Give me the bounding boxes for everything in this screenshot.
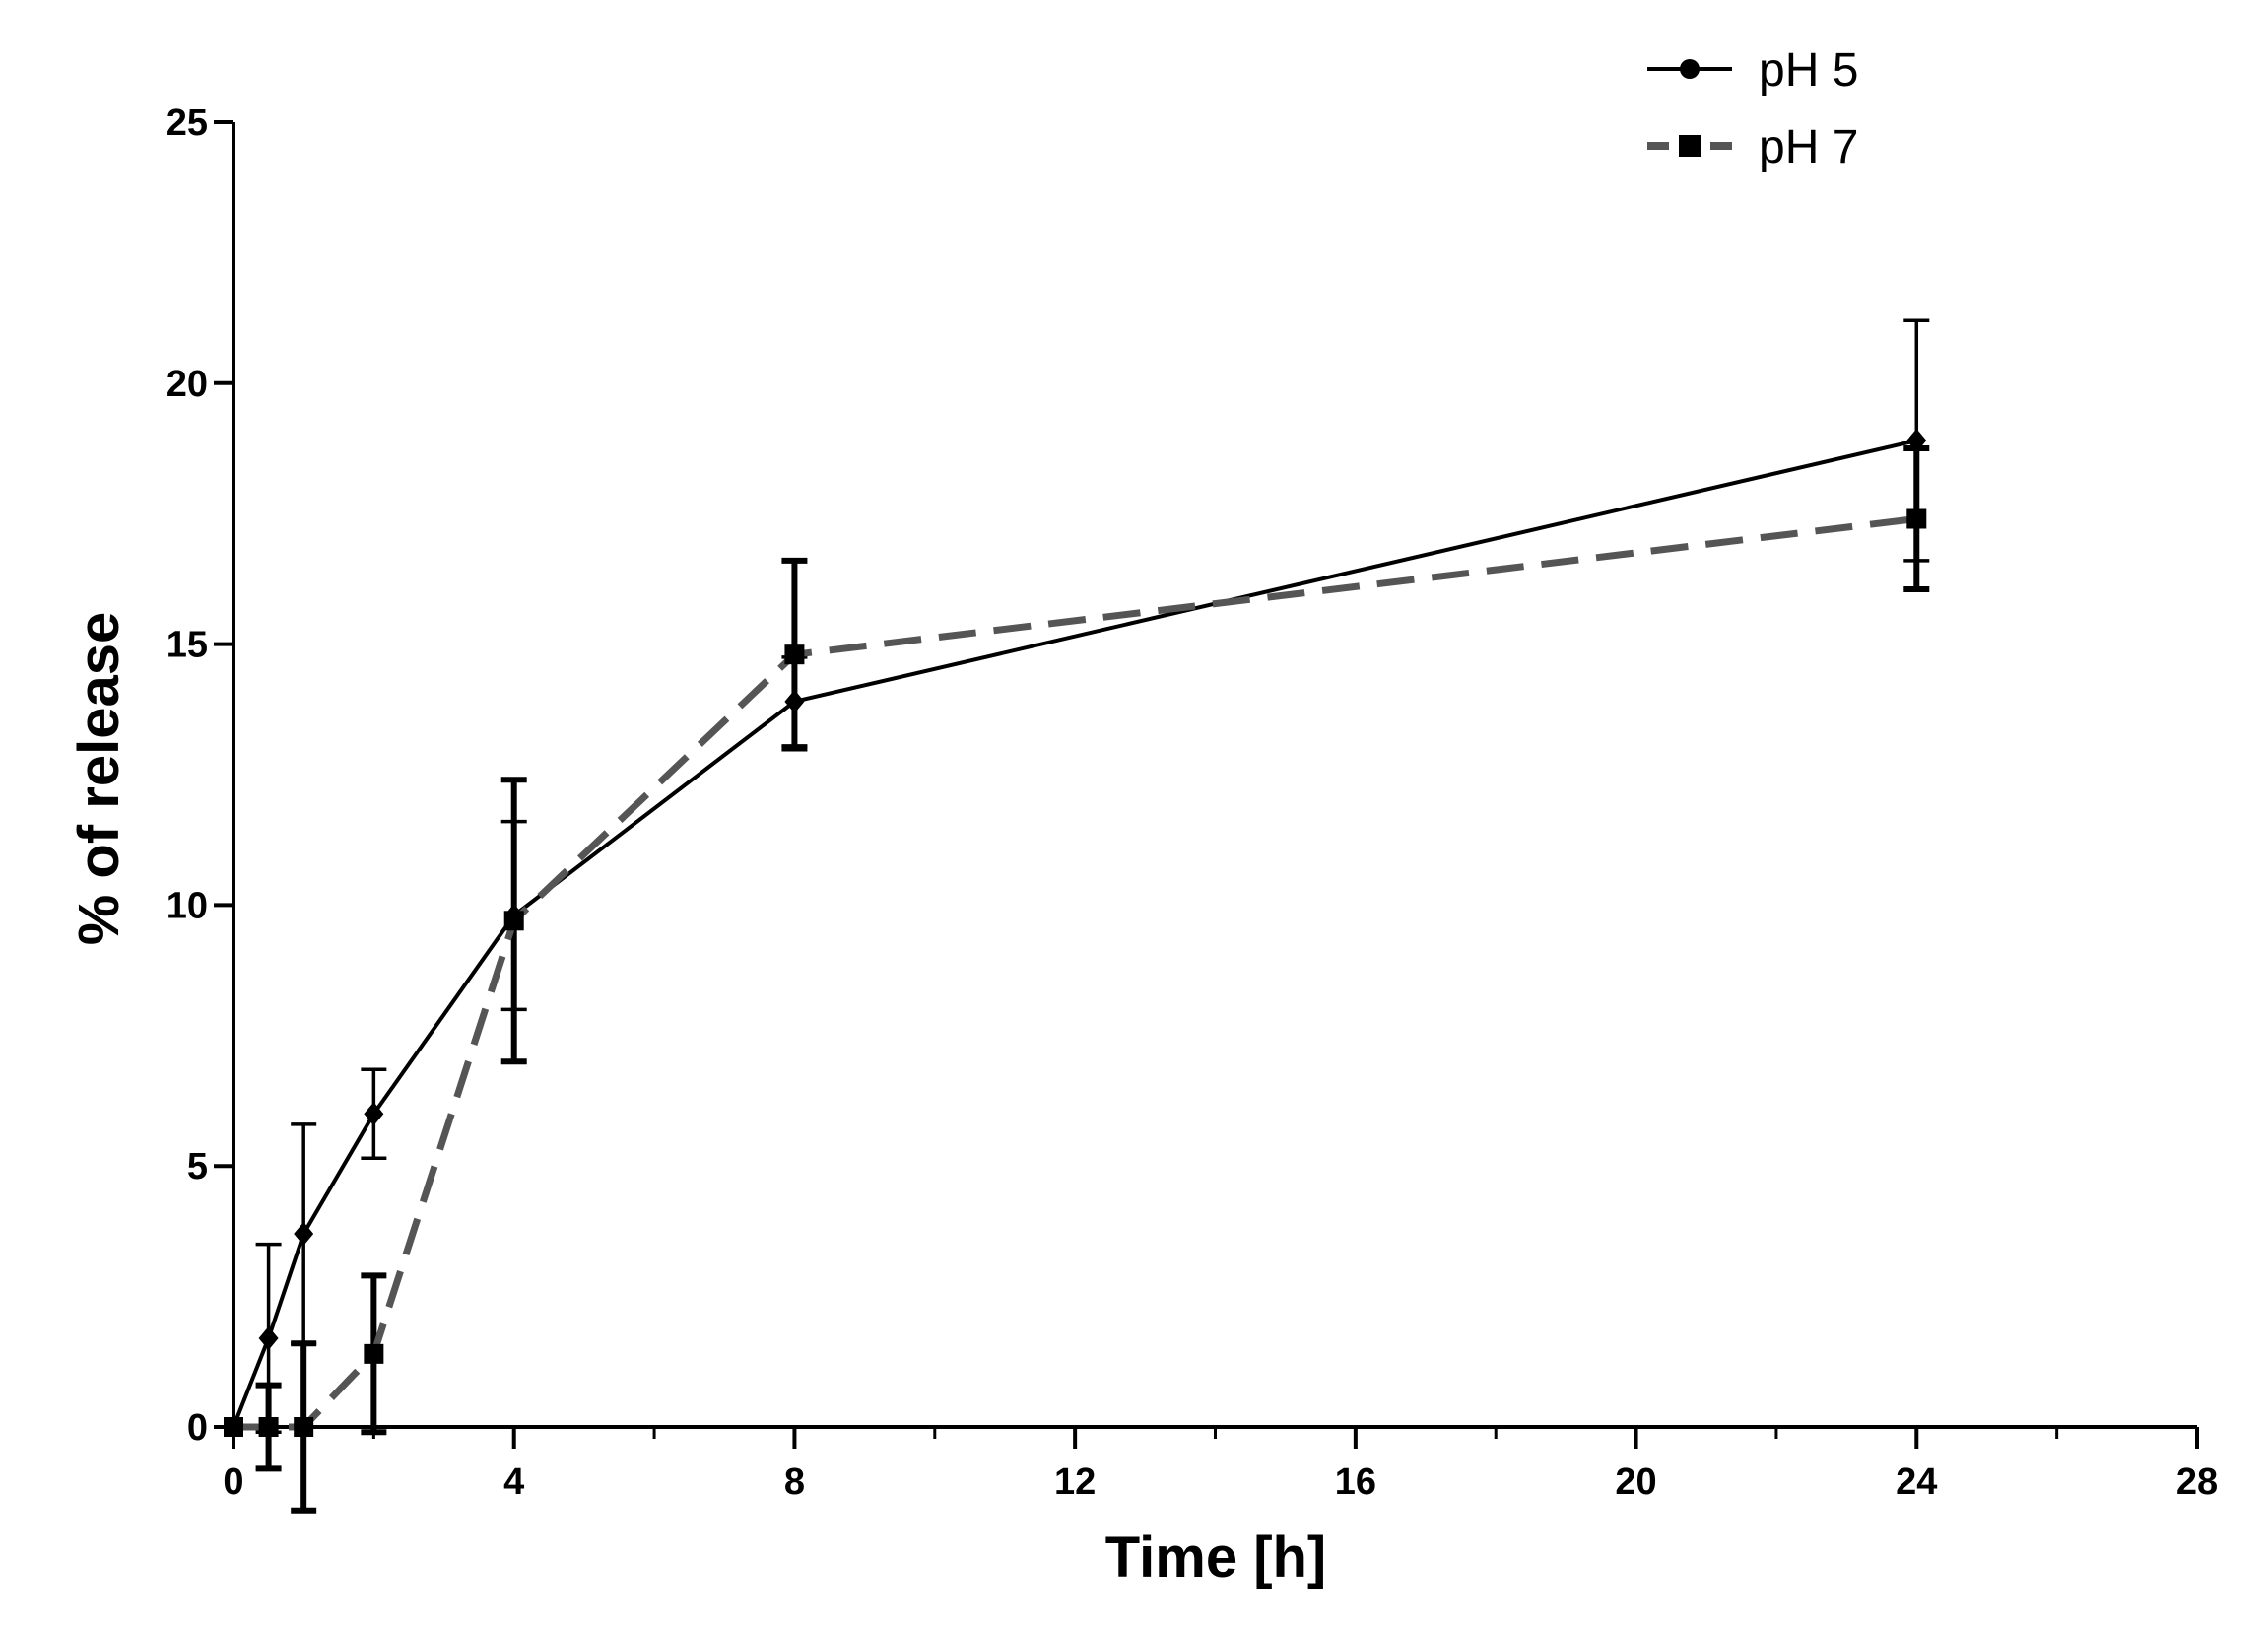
x-tick-label: 4 bbox=[503, 1461, 524, 1503]
x-tick-label: 0 bbox=[223, 1461, 243, 1503]
y-tick-label: 25 bbox=[167, 102, 208, 144]
data-point bbox=[258, 1325, 279, 1350]
x-tick-label: 12 bbox=[1054, 1461, 1096, 1503]
y-tick-label: 10 bbox=[167, 885, 208, 926]
y-axis-title: % of release bbox=[67, 612, 131, 946]
data-point bbox=[258, 1417, 279, 1437]
legend-item: pH 7 bbox=[1647, 121, 1858, 173]
data-point bbox=[503, 911, 524, 931]
legend-marker bbox=[1680, 59, 1700, 79]
data-point bbox=[364, 1102, 384, 1126]
x-tick-label: 20 bbox=[1615, 1461, 1656, 1503]
y-tick-label: 20 bbox=[167, 364, 208, 405]
legend-marker bbox=[1679, 135, 1701, 157]
y-tick-label: 5 bbox=[187, 1146, 208, 1187]
data-point bbox=[364, 1343, 384, 1364]
legend-item: pH 5 bbox=[1647, 44, 1858, 97]
x-tick-label: 16 bbox=[1335, 1461, 1376, 1503]
x-tick-label: 8 bbox=[784, 1461, 805, 1503]
data-point bbox=[294, 1417, 314, 1437]
data-point bbox=[224, 1417, 243, 1437]
series-line bbox=[233, 515, 1917, 1431]
series-ph-7 bbox=[224, 445, 1930, 1514]
legend-label: pH 5 bbox=[1759, 44, 1858, 97]
series-line bbox=[232, 439, 1917, 1428]
axes: 0 5 10 15 20 25 0 4 8 12 16 20 24 28 bbox=[167, 102, 2218, 1503]
legend-label: pH 7 bbox=[1759, 121, 1858, 173]
data-point bbox=[1906, 508, 1927, 529]
series-layer bbox=[224, 318, 1930, 1514]
data-point bbox=[294, 1222, 314, 1247]
data-point bbox=[784, 644, 805, 665]
y-tick-label: 0 bbox=[187, 1407, 208, 1449]
legend: pH 5 pH 7 bbox=[1647, 44, 1858, 173]
x-tick-label: 28 bbox=[2176, 1461, 2218, 1503]
y-tick-label: 15 bbox=[167, 625, 208, 666]
x-axis-title: Time [h] bbox=[1105, 1525, 1327, 1590]
series-ph-5 bbox=[224, 318, 1930, 1439]
x-tick-label: 24 bbox=[1896, 1461, 1937, 1503]
